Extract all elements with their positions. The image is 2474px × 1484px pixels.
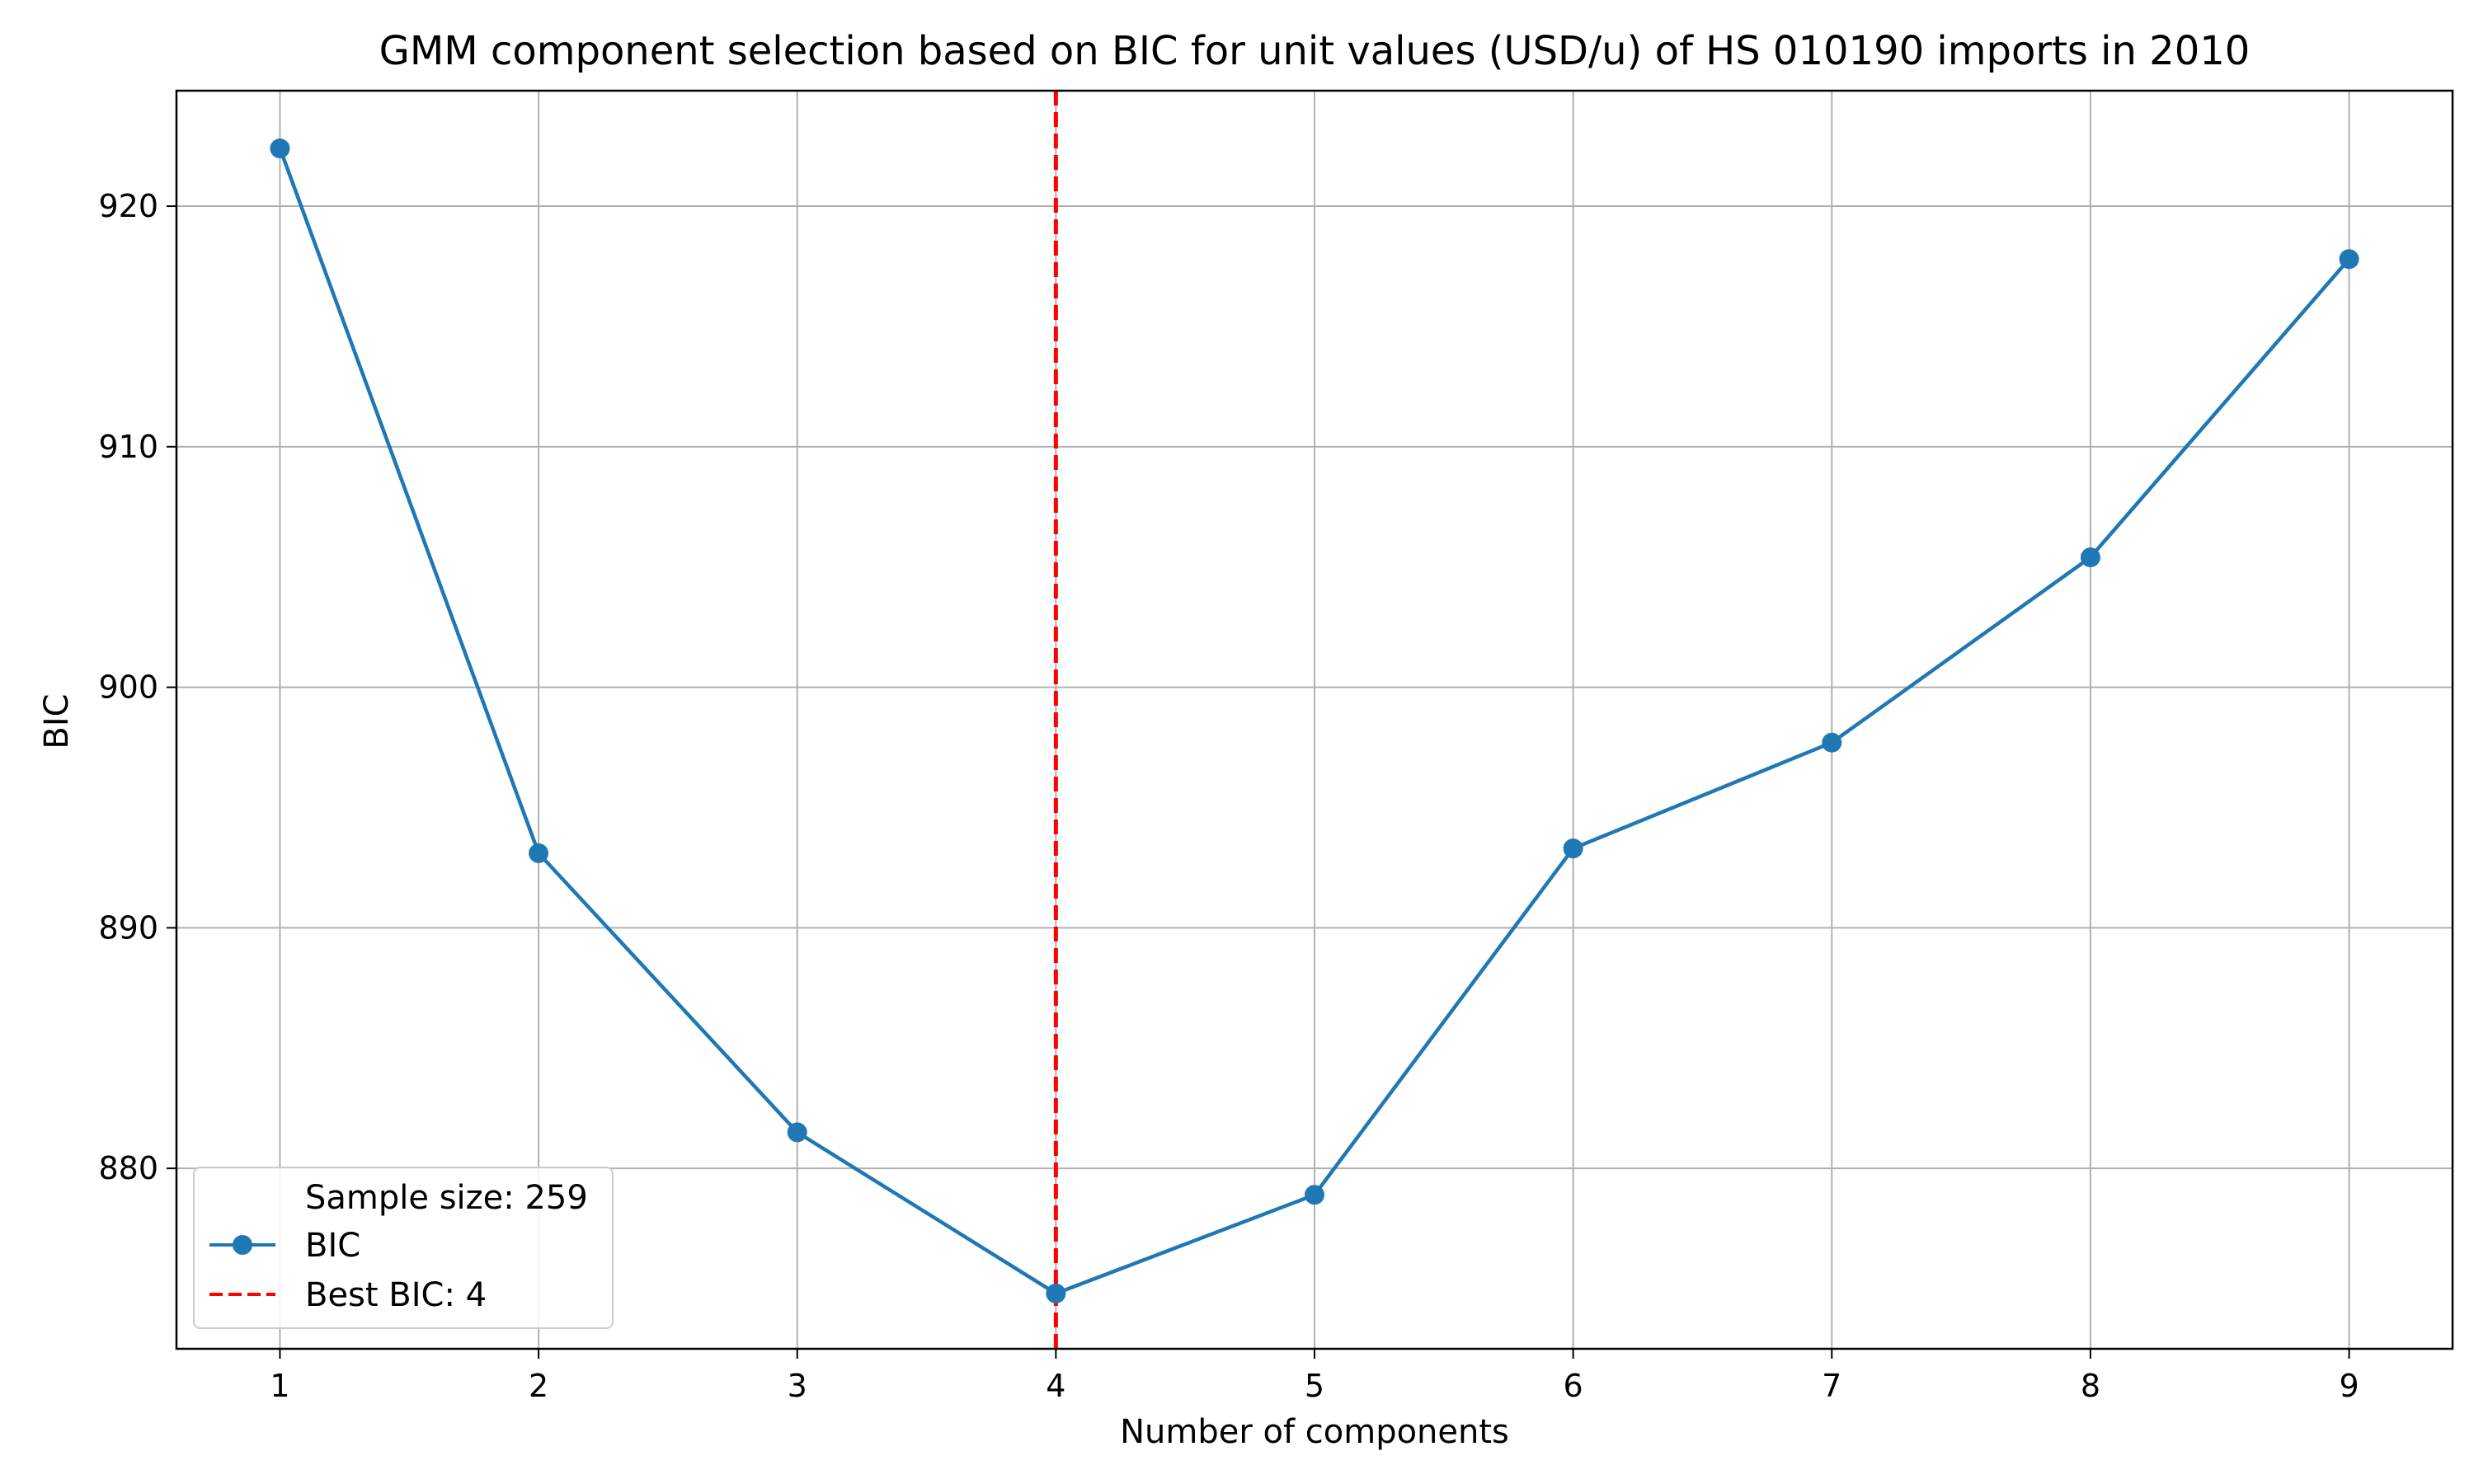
bic-point xyxy=(1563,838,1583,859)
y-axis-label: BIC xyxy=(38,693,76,749)
x-tick-label: 4 xyxy=(1046,1368,1065,1404)
legend: Sample size: 259 BIC Best BIC: 4 xyxy=(193,1167,614,1329)
bic-point xyxy=(2339,249,2359,270)
x-tick-label: 3 xyxy=(788,1368,807,1404)
x-axis-ticks: 1 2 3 4 5 6 7 8 9 xyxy=(270,1349,2359,1404)
grid-lines xyxy=(176,91,2453,1349)
bic-point xyxy=(787,1122,807,1143)
bic-point xyxy=(270,139,290,159)
y-tick-label: 920 xyxy=(98,188,158,224)
bic-point xyxy=(1822,732,1842,753)
x-tick-label: 1 xyxy=(270,1368,289,1404)
legend-box xyxy=(193,1167,614,1329)
x-tick-label: 5 xyxy=(1305,1368,1324,1404)
legend-bic-marker xyxy=(233,1235,252,1255)
x-tick-label: 7 xyxy=(1822,1368,1841,1404)
y-tick-label: 910 xyxy=(98,429,158,465)
bic-point xyxy=(1046,1283,1066,1303)
bic-point xyxy=(1305,1185,1324,1205)
x-tick-label: 8 xyxy=(2081,1368,2100,1404)
legend-best-bic: Best BIC: 4 xyxy=(305,1276,487,1314)
bic-series-group xyxy=(270,139,2359,1303)
bic-point xyxy=(529,843,549,863)
legend-bic: BIC xyxy=(305,1227,360,1265)
y-tick-label: 880 xyxy=(98,1150,158,1186)
x-axis-label: Number of components xyxy=(1120,1413,1509,1451)
x-tick-label: 6 xyxy=(1564,1368,1583,1404)
y-axis-ticks: 880 890 900 910 920 xyxy=(98,188,176,1186)
chart-title: GMM component selection based on BIC for… xyxy=(379,28,2251,74)
y-tick-label: 900 xyxy=(98,669,158,706)
x-tick-label: 9 xyxy=(2339,1368,2359,1404)
legend-sample-size: Sample size: 259 xyxy=(305,1179,588,1217)
y-tick-label: 890 xyxy=(98,909,158,946)
bic-point xyxy=(2080,547,2100,568)
x-tick-label: 2 xyxy=(529,1368,548,1404)
